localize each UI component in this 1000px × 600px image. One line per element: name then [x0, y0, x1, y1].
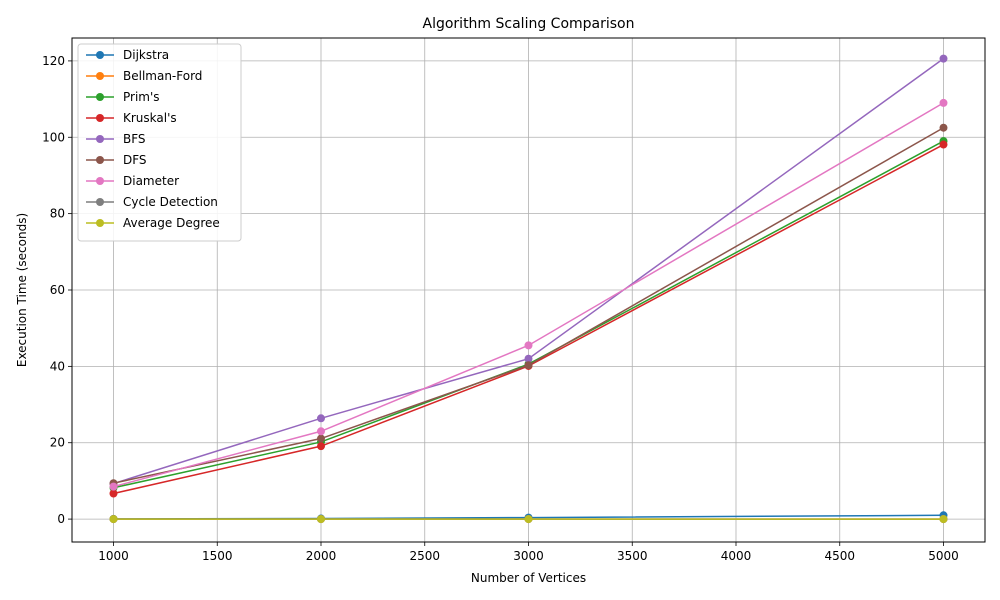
legend-label: Dijkstra	[123, 48, 169, 62]
data-point	[939, 515, 948, 524]
data-point	[317, 515, 325, 524]
y-tick-label: 0	[57, 512, 65, 526]
data-point	[317, 434, 325, 443]
y-tick-label: 40	[50, 359, 65, 373]
x-tick-label: 3000	[513, 549, 544, 563]
y-axis-label: Execution Time (seconds)	[15, 213, 29, 367]
legend-item: BFS	[86, 132, 146, 146]
legend-marker	[96, 93, 104, 101]
legend-marker	[96, 114, 104, 122]
legend-marker	[96, 177, 104, 185]
legend-item: Cycle Detection	[86, 195, 218, 209]
series-average-degree	[109, 515, 948, 524]
x-tick-label: 2000	[306, 549, 337, 563]
data-point	[524, 361, 533, 370]
legend-marker	[96, 219, 104, 227]
x-tick-label: 4000	[721, 549, 752, 563]
data-point	[524, 354, 533, 363]
legend-label: Bellman-Ford	[123, 69, 202, 83]
series-dfs	[109, 123, 948, 488]
legend-item: Average Degree	[86, 216, 220, 230]
y-tick-label: 120	[42, 54, 65, 68]
series-layer	[109, 54, 948, 524]
legend-marker	[96, 135, 104, 143]
legend-marker	[96, 198, 104, 206]
y-tick-label: 80	[50, 207, 65, 221]
legend-item: Bellman-Ford	[86, 69, 202, 83]
data-point	[109, 515, 118, 524]
legend-item: Dijkstra	[86, 48, 169, 62]
legend-label: Prim's	[123, 90, 160, 104]
x-tick-label: 3500	[617, 549, 648, 563]
x-axis-label: Number of Vertices	[471, 571, 586, 585]
y-tick-label: 20	[50, 436, 65, 450]
legend-marker	[96, 156, 104, 164]
data-point	[317, 414, 325, 423]
data-point	[317, 442, 325, 451]
data-point	[109, 489, 118, 498]
data-point	[109, 482, 118, 491]
series-line	[113, 102, 944, 488]
series-line	[113, 127, 944, 484]
data-point	[939, 98, 948, 107]
data-point	[524, 515, 533, 524]
legend-label: Diameter	[123, 174, 179, 188]
x-tick-label: 1500	[202, 549, 233, 563]
legend-label: Cycle Detection	[123, 195, 218, 209]
x-tick-label: 1000	[98, 549, 129, 563]
series-line	[113, 140, 944, 489]
x-tick-label: 5000	[928, 549, 959, 563]
legend-label: DFS	[123, 153, 147, 167]
series-line	[113, 143, 944, 495]
y-tick-label: 100	[42, 130, 65, 144]
legend-label: Average Degree	[123, 216, 220, 230]
x-tick-label: 4500	[824, 549, 855, 563]
y-tick-label: 60	[50, 283, 65, 297]
data-point	[317, 427, 325, 436]
legend-item: DFS	[86, 153, 147, 167]
data-point	[939, 123, 948, 132]
series-diameter	[109, 98, 948, 491]
legend-item: Prim's	[86, 90, 160, 104]
data-point	[939, 54, 948, 63]
legend-label: BFS	[123, 132, 146, 146]
data-point	[939, 140, 948, 149]
chart-title: Algorithm Scaling Comparison	[423, 16, 635, 32]
x-tick-label: 2500	[409, 549, 440, 563]
legend: Dijkstra Bellman-Ford Prim's Kruskal's BFS DF…	[77, 43, 242, 242]
legend-marker	[96, 51, 104, 59]
ticks: 1000 1500 2000 2500 3000 3500 4000 4500 5000 0 20 4…	[42, 54, 959, 563]
data-point	[524, 341, 533, 350]
legend-marker	[96, 72, 104, 80]
legend-item: Diameter	[86, 174, 179, 188]
legend-box	[77, 43, 242, 242]
legend-label: Kruskal's	[123, 111, 177, 125]
legend-item: Kruskal's	[86, 111, 177, 125]
